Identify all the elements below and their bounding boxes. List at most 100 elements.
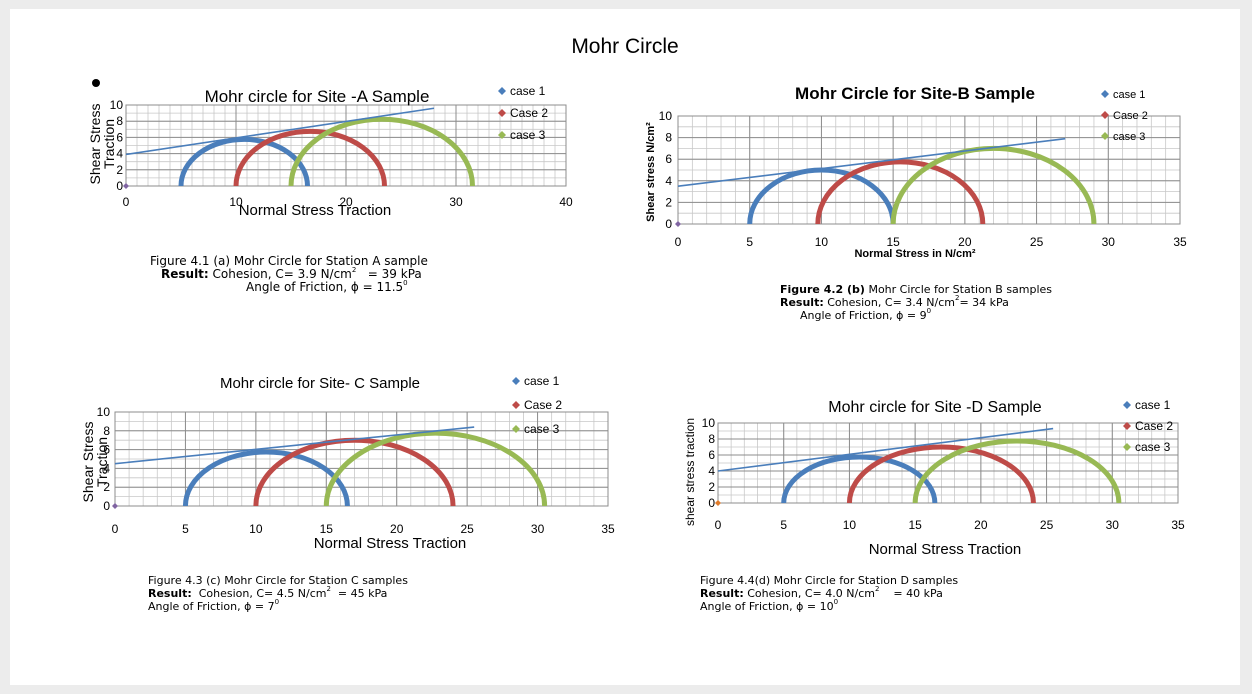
c0-ylabel: Shear StressTraction [87, 104, 117, 185]
caption-b-fig-label: Figure 4.2 (b) [780, 283, 865, 296]
c1-envelope-line [677, 137, 1066, 187]
c3-origin-marker [715, 500, 721, 506]
caption-d: Figure 4.4(d) Mohr Circle for Station D … [700, 574, 958, 613]
c2-legend-1-marker [512, 401, 520, 409]
caption-a-friction: Angle of Friction, ϕ = 11.50 [150, 280, 428, 294]
caption-b: Figure 4.2 (b) Mohr Circle for Station B… [780, 283, 1052, 322]
caption-d-result-text: Cohesion, C= 4.0 N/cm [743, 587, 875, 600]
caption-a-result-tail: = 39 kPa [356, 267, 422, 281]
c3-title: Mohr circle for Site -D Sample [828, 399, 1041, 416]
caption-a-line1: Figure 4.1 (a) Mohr Circle for Station A… [150, 254, 428, 268]
c2-legend-1-label: Case 2 [524, 398, 562, 412]
c0-legend-2-marker [498, 131, 506, 139]
caption-c-friction: Angle of Friction, ϕ = 70 [148, 598, 408, 614]
c1-plot-area [677, 115, 1181, 225]
c0-ytick-2: 4 [116, 147, 123, 161]
c2-legend-0-marker [512, 377, 520, 385]
c0-ytick-1: 2 [116, 163, 123, 177]
c0-xlabel: Normal Stress Traction [239, 202, 392, 219]
c0-series-0-arc [178, 136, 310, 187]
c2-xtick-5: 25 [460, 522, 474, 536]
c3-ytick-1: 2 [708, 480, 715, 494]
c3-series-0-arc [781, 454, 938, 504]
c3-xtick-3: 15 [908, 518, 922, 532]
c0-legend-2-label: case 3 [510, 128, 546, 142]
c1-series-1-arc [815, 159, 986, 225]
c2-xlabel: Normal Stress Traction [314, 535, 467, 552]
c3-ytick-0: 0 [708, 496, 715, 510]
caption-c-result-sup: 2 [326, 585, 331, 593]
c3-ytick-3: 6 [708, 448, 715, 462]
c1-ytick-5: 10 [659, 109, 673, 123]
c1-xtick-4: 20 [958, 235, 972, 249]
c2-ytick-5: 10 [97, 405, 111, 419]
c0-title: Mohr circle for Site -A Sample [205, 87, 430, 106]
c0-legend-1-marker [498, 109, 506, 117]
c3-xtick-7: 35 [1171, 518, 1185, 532]
c1-ytick-3: 6 [665, 152, 672, 166]
c3-series-2-arc [912, 438, 1122, 504]
caption-c: Figure 4.3 (c) Mohr Circle for Station C… [148, 574, 408, 613]
c0-xtick-2: 20 [339, 195, 353, 209]
caption-d-result-tail: = 40 kPa [879, 587, 943, 600]
caption-d-friction-sup: 0 [833, 598, 839, 606]
c3-envelope-line [717, 427, 1054, 472]
caption-b-result-label: Result: [780, 296, 824, 309]
c0-series-2-arc [288, 116, 475, 187]
c0-plot-area [125, 104, 567, 187]
caption-c-friction-sup: 0 [274, 598, 280, 606]
caption-c-line1: Figure 4.3 (c) Mohr Circle for Station C… [148, 574, 408, 587]
caption-d-result-label: Result: [700, 587, 744, 600]
caption-a-result-label: Result: [161, 267, 209, 281]
caption-a-friction-text: Angle of Friction, ϕ = 11.5 [246, 280, 404, 294]
c2-xtick-7: 35 [601, 522, 615, 536]
c3-ylabel: shear stress traction [683, 418, 697, 526]
c2-ytick-4: 8 [103, 424, 110, 438]
c1-xtick-6: 30 [1102, 235, 1116, 249]
c2-ylabel: Shear StressTraction [80, 422, 110, 503]
caption-b-result-sup: 2 [954, 294, 960, 302]
c3-xtick-0: 0 [715, 518, 722, 532]
c1-legend-1-marker [1101, 111, 1109, 119]
c0-series-1-arc [233, 128, 387, 187]
c2-ytick-3: 6 [103, 443, 110, 457]
c2-title: Mohr circle for Site- C Sample [220, 375, 420, 392]
c0-ytick-3: 6 [116, 130, 123, 144]
caption-b-result-text: Cohesion, C= 3.4 N/cm [827, 296, 955, 309]
c3-xlabel: Normal Stress Traction [869, 541, 1022, 558]
c1-ytick-4: 8 [665, 131, 672, 145]
c0-ylabel-line2: Traction [101, 119, 117, 169]
caption-d-friction-text: Angle of Friction, ϕ = 10 [700, 600, 834, 613]
c1-xtick-1: 5 [746, 235, 753, 249]
c2-ytick-2: 4 [103, 461, 110, 475]
c0-xtick-3: 30 [449, 195, 463, 209]
c2-ytick-1: 2 [103, 480, 110, 494]
c1-legend-0-marker [1101, 90, 1109, 98]
c3-legend-2-marker [1123, 443, 1131, 451]
c1-ytick-0: 0 [665, 217, 672, 231]
c2-ylabel-line1: Shear Stress [80, 422, 96, 503]
c2-xtick-4: 20 [390, 522, 404, 536]
c3-xtick-6: 30 [1106, 518, 1120, 532]
caption-d-result-sup: 2 [874, 585, 880, 593]
slide-title: Mohr Circle [571, 35, 679, 58]
c3-legend-2-label: case 3 [1135, 440, 1171, 454]
c0-ytick-5: 10 [110, 98, 124, 112]
caption-c-friction-text: Angle of Friction, ϕ = 7 [148, 600, 275, 613]
c2-xtick-1: 5 [182, 522, 189, 536]
caption-b-line1: Mohr Circle for Station B samples [864, 283, 1053, 296]
c2-legend-0-label: case 1 [524, 374, 560, 388]
chart-site-d: 0 5 10 15 20 25 30 35 0 2 4 6 8 10 Mohr circle for Sit… [683, 398, 1185, 558]
c0-ytick-0: 0 [116, 179, 123, 193]
c3-ytick-2: 4 [708, 464, 715, 478]
c1-legend-0-label: case 1 [1113, 89, 1145, 101]
c2-series-2-arc [323, 430, 548, 507]
c2-xtick-0: 0 [112, 522, 119, 536]
c3-xtick-4: 20 [974, 518, 988, 532]
caption-d-result: Result: Cohesion, C= 4.0 N/cm2 = 40 kPa [700, 585, 958, 601]
c2-legend-2-marker [512, 425, 520, 433]
caption-b-line1-row: Figure 4.2 (b) Mohr Circle for Station B… [780, 283, 1052, 296]
c1-ytick-1: 2 [665, 195, 672, 209]
c2-origin-marker [112, 503, 118, 509]
c0-grid [125, 104, 567, 187]
